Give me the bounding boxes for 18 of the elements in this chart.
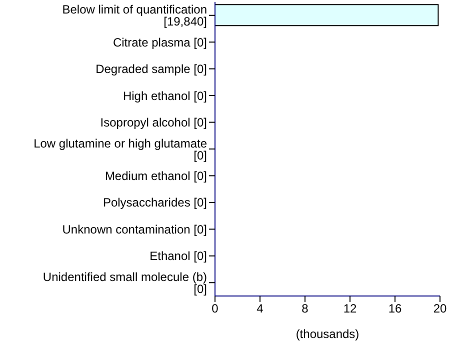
y-tick-label: Low glutamine or high glutamate [0]: [34, 136, 208, 162]
y-tick-label: Citrate plasma [0]: [112, 35, 207, 50]
y-tick-label: High ethanol [0]: [122, 88, 207, 103]
x-tick-label: 0: [212, 302, 219, 316]
x-tick-label: 4: [256, 302, 264, 316]
y-tick-label: Degraded sample [0]: [96, 62, 207, 76]
x-axis-title: (thousands): [296, 327, 360, 341]
y-tick-label: Medium ethanol [0]: [104, 168, 207, 183]
x-tick-label: 12: [343, 302, 357, 316]
y-tick-label: Isopropyl alcohol [0]: [100, 116, 207, 130]
y-tick-label: Polysaccharides [0]: [102, 196, 207, 210]
x-tick-label: 8: [302, 302, 309, 316]
x-tick-label: 16: [388, 302, 402, 316]
y-tick-label: Ethanol [0]: [150, 249, 207, 264]
y-tick-label: Unknown contamination [0]: [62, 222, 207, 236]
y-tick-label: Below limit of quantification [19,840]: [62, 2, 207, 29]
y-tick-label: Unidentified small molecule (b) [0]: [42, 270, 207, 296]
x-tick-label: 20: [433, 302, 447, 316]
